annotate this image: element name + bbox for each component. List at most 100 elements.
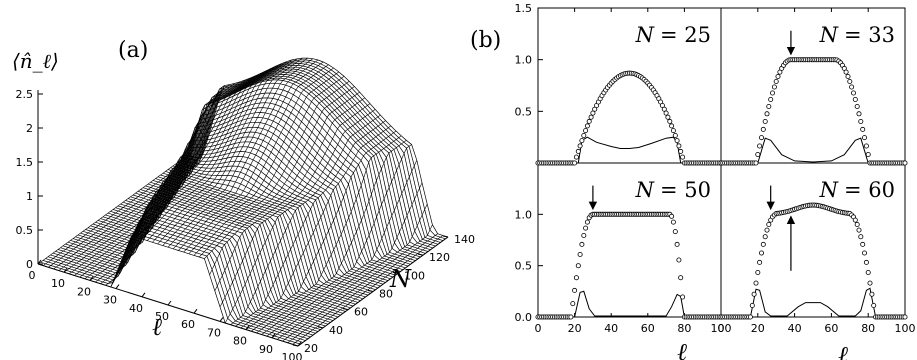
mesh-col: [277, 203, 428, 340]
data-point: [678, 148, 684, 154]
y-tick-label: 140: [454, 233, 475, 246]
data-point: [856, 111, 862, 117]
x-tick: [219, 317, 224, 322]
x-axis-label-right: ℓ: [838, 341, 848, 360]
z-tick-label: 2: [26, 122, 33, 135]
mesh-col: [188, 71, 339, 255]
data-point: [747, 314, 753, 320]
data-point: [584, 219, 590, 225]
data-point: [753, 280, 759, 286]
mesh-col: [204, 86, 355, 259]
y-tick-label-top: 1.0: [515, 54, 533, 67]
mesh-col: [157, 57, 308, 245]
data-point: [680, 294, 686, 300]
x-tick-label: 70: [207, 326, 221, 339]
data-point: [584, 123, 590, 129]
line-series: [538, 136, 721, 164]
mesh-col: [287, 233, 438, 343]
mesh-col: [282, 224, 433, 342]
mesh-col: [178, 64, 329, 251]
data-point: [590, 110, 596, 116]
panel-label-b: (b): [470, 28, 501, 53]
data-point: [902, 314, 908, 320]
subplot-label-var: N: [819, 178, 839, 202]
data-point: [672, 229, 678, 235]
data-point: [856, 227, 862, 233]
mesh-col: [58, 135, 210, 271]
x-axis-label: ℓ: [152, 313, 162, 341]
data-point: [674, 241, 680, 247]
mesh-col: [43, 156, 194, 266]
mesh-col: [297, 236, 449, 347]
circle-series: [718, 202, 908, 320]
x-tick-label: 0: [535, 322, 542, 335]
mesh-col: [89, 81, 241, 281]
mesh-col: [256, 140, 407, 334]
circle-series: [535, 211, 724, 320]
data-point: [575, 148, 581, 154]
data-point: [579, 138, 585, 144]
data-point: [851, 90, 857, 96]
mesh-row: [162, 75, 424, 256]
x-tick-label: 40: [604, 322, 618, 335]
y-tick-label: 60: [354, 306, 368, 319]
mesh-col: [271, 182, 423, 339]
data-point: [860, 126, 866, 132]
data-point: [757, 259, 763, 265]
circle-series: [718, 57, 908, 166]
data-point: [858, 234, 864, 240]
data-point: [676, 257, 682, 263]
data-point: [863, 259, 869, 265]
data-point: [858, 119, 864, 125]
y-tick-label: 40: [329, 324, 343, 337]
mesh-col: [37, 154, 189, 265]
x-tick: [141, 292, 146, 298]
mesh-col: [224, 109, 376, 324]
x-tick-label: 80: [233, 335, 247, 348]
x-tick-label: 20: [77, 285, 91, 298]
mesh-col: [198, 80, 350, 258]
line-series: [721, 137, 905, 164]
data-point: [575, 263, 581, 269]
data-point: [760, 126, 766, 132]
data-point: [764, 227, 770, 233]
subplot-label-value: = 50: [660, 178, 711, 202]
mesh-col: [48, 158, 199, 268]
y-tick-label: 100: [404, 269, 425, 282]
data-point: [766, 221, 772, 227]
x-tick: [167, 300, 172, 306]
mesh-col: [126, 65, 277, 249]
mesh-row: [157, 79, 419, 260]
data-point: [865, 269, 871, 275]
data-point: [669, 213, 675, 219]
z-ticks: 0 0.5 1 1.5 2 2.5: [16, 88, 43, 271]
mesh-col: [261, 144, 412, 335]
mesh-col: [95, 79, 246, 283]
mesh-col: [146, 58, 298, 241]
data-point: [762, 119, 768, 125]
mesh-col: [230, 114, 381, 325]
x-tick-label: 100: [711, 322, 732, 335]
mesh-col: [251, 135, 402, 332]
data-point: [759, 250, 765, 256]
mesh-col: [120, 68, 272, 262]
x-tick-label: 10: [51, 277, 65, 290]
data-point: [573, 275, 579, 281]
x-tick-label: 0: [718, 322, 725, 335]
data-point: [862, 135, 868, 141]
mesh-col: [193, 76, 345, 256]
y-tick-label-bottom: 0.5: [515, 260, 533, 273]
data-point: [755, 269, 761, 275]
x-tick-label: 80: [677, 322, 691, 335]
x-tick-label: 20: [568, 322, 582, 335]
data-point: [674, 138, 680, 144]
data-point: [755, 151, 761, 157]
x-tick-label: 40: [129, 302, 143, 315]
data-point: [672, 132, 678, 138]
y-tick-label-bottom: 0.0: [515, 311, 533, 324]
data-point: [577, 143, 583, 149]
line-series: [721, 287, 905, 318]
x-tick: [115, 284, 120, 289]
data-point: [661, 106, 667, 112]
